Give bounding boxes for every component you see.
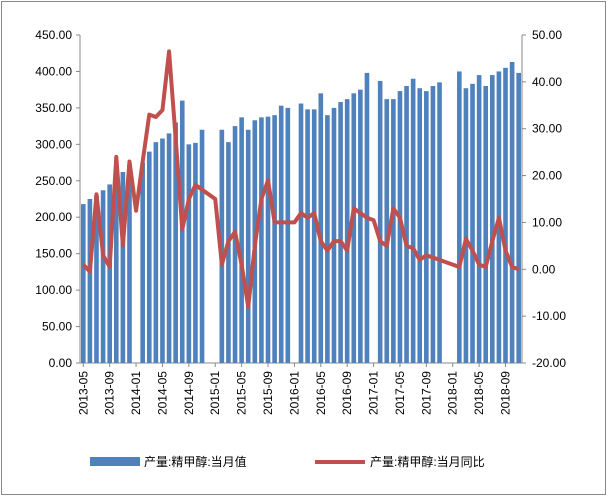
bar: [160, 138, 165, 363]
y-tick-label: 50.00: [42, 320, 72, 334]
bar: [232, 126, 238, 363]
x-tick-label: 2016-01: [287, 371, 301, 415]
bar: [344, 99, 350, 364]
bar: [193, 142, 198, 363]
bar: [272, 115, 277, 363]
y2-tick-label: 40.00: [532, 75, 562, 89]
x-tick-label: 2016-09: [340, 371, 354, 415]
bar: [239, 117, 244, 363]
bar: [173, 122, 178, 363]
bar: [305, 109, 310, 363]
bar: [259, 117, 264, 363]
bar: [140, 162, 145, 363]
bar: [377, 80, 383, 364]
legend-swatch: [90, 457, 140, 466]
bar: [265, 116, 271, 363]
bar: [245, 129, 251, 363]
bar: [285, 107, 291, 363]
x-tick-label: 2014-09: [182, 371, 196, 415]
bar: [199, 129, 205, 363]
bar: [503, 67, 508, 364]
x-tick-label: 2014-05: [155, 371, 169, 415]
bar: [358, 89, 363, 364]
x-tick-label: 2015-01: [208, 371, 222, 415]
x-tick-label: 2017-01: [367, 371, 381, 415]
x-tick-label: 2013-09: [103, 371, 117, 415]
line: [81, 49, 520, 309]
y2-tick-label: -10.00: [532, 309, 566, 323]
y2-tick-label: 20.00: [532, 169, 562, 183]
y-tick-label: 100.00: [35, 283, 72, 297]
bar: [430, 86, 436, 364]
y-tick-label: 0.00: [49, 356, 73, 370]
legend-label: 产量:精甲醇:当月同比: [370, 454, 485, 469]
bar: [470, 83, 475, 363]
bar: [325, 115, 330, 363]
bar: [186, 144, 192, 363]
bar: [278, 105, 284, 364]
y-tick-label: 200.00: [35, 210, 72, 224]
bar: [483, 86, 489, 364]
y2-tick-label: 10.00: [532, 215, 562, 229]
bar: [80, 204, 86, 363]
x-tick-label: 2015-09: [261, 371, 275, 415]
bar: [298, 103, 304, 363]
bar: [516, 72, 522, 363]
bar: [490, 75, 495, 363]
x-tick-label: 2017-05: [393, 371, 407, 415]
y-tick-label: 350.00: [35, 101, 72, 115]
bar: [384, 99, 390, 364]
bar: [463, 88, 469, 363]
bar: [120, 172, 126, 363]
x-tick-label: 2013-05: [76, 371, 90, 415]
x-tick-label: 2018-09: [499, 371, 513, 415]
x-tick-label: 2018-05: [472, 371, 486, 415]
bar: [179, 100, 185, 363]
x-tick-label: 2015-05: [235, 371, 249, 415]
y-tick-label: 450.00: [35, 28, 72, 42]
y2-tick-label: 30.00: [532, 122, 562, 136]
bar: [166, 133, 172, 363]
y-tick-label: 400.00: [35, 64, 72, 78]
x-tick-label: 2017-09: [419, 371, 433, 415]
y2-tick-label: -20.00: [532, 356, 566, 370]
bar: [424, 91, 429, 363]
bar: [318, 93, 324, 364]
bar: [226, 142, 231, 363]
bar: [476, 75, 482, 363]
y-tick-label: 300.00: [35, 137, 72, 151]
bar: [509, 61, 515, 364]
bar: [437, 82, 442, 363]
bar: [113, 180, 119, 363]
x-tick-label: 2014-01: [129, 371, 143, 415]
bar: [457, 71, 462, 363]
bar: [153, 142, 159, 363]
bar: [397, 91, 403, 363]
x-tick-label: 2016-05: [314, 371, 328, 415]
bar: [87, 199, 93, 363]
bar: [127, 164, 132, 363]
x-tick-label: 2018-01: [446, 371, 460, 415]
bar: [331, 107, 337, 363]
bar: [351, 93, 357, 364]
bar: [417, 88, 423, 363]
bar: [94, 195, 99, 363]
bar: [410, 78, 416, 363]
bar: [391, 99, 396, 364]
bar: [107, 184, 112, 363]
legend-label: 产量:精甲醇:当月值: [144, 454, 247, 469]
bar: [404, 86, 409, 364]
bar: [146, 151, 152, 363]
y2-tick-label: 0.00: [532, 262, 556, 276]
y-tick-label: 250.00: [35, 174, 72, 188]
y2-tick-label: 50.00: [532, 28, 562, 42]
bar: [100, 190, 106, 363]
bar: [311, 109, 317, 363]
bar: [338, 102, 343, 364]
y-tick-label: 150.00: [35, 247, 72, 261]
